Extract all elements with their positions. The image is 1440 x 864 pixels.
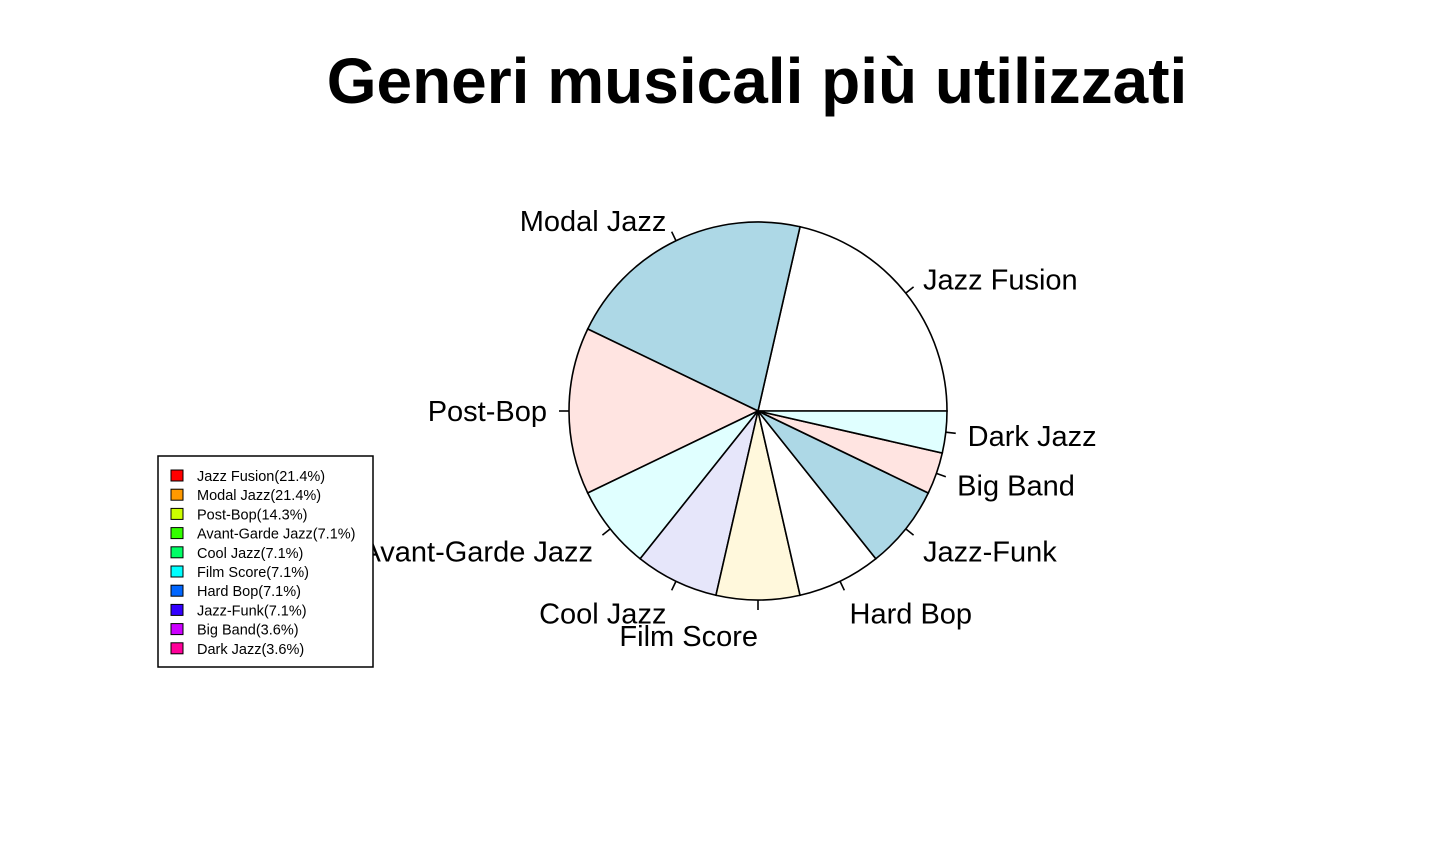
legend-label: Jazz-Funk(7.1%) (197, 603, 307, 619)
legend-label: Dark Jazz(3.6%) (197, 642, 304, 658)
legend-label: Jazz Fusion(21.4%) (197, 469, 325, 485)
legend-swatch (170, 546, 184, 559)
slice-label: Hard Bop (850, 599, 973, 631)
slice-label: Big Band (957, 470, 1075, 502)
slice-label: Modal Jazz (520, 206, 667, 238)
legend-swatch (170, 469, 184, 482)
pie-slice-post-bop (568, 327, 760, 495)
label-tick (670, 231, 677, 242)
slice-labels: Jazz Fusion Modal Jazz Post-Bop Avant-Garde… (361, 206, 1096, 653)
legend-swatch (170, 507, 184, 520)
label-tick (670, 580, 677, 591)
legend-box (157, 455, 374, 668)
pie-slice-jazz-fusion (756, 225, 948, 412)
legend-label: Avant-Garde Jazz(7.1%) (197, 527, 356, 543)
chart-title: Generi musicali più utilizzati (327, 45, 1188, 117)
slice-label: Avant-Garde Jazz (361, 536, 593, 568)
legend: Jazz Fusion(21.4%) Modal Jazz(21.4%) Post-… (157, 455, 374, 668)
legend-swatch (170, 488, 184, 501)
legend-label: Cool Jazz(7.1%) (197, 546, 303, 562)
pie-slice-dark-jazz (757, 410, 948, 455)
slice-label: Jazz Fusion (923, 264, 1078, 296)
pie-slice-modal-jazz (586, 221, 802, 413)
label-tick (601, 528, 611, 536)
legend-label: Post-Bop(14.3%) (197, 507, 307, 523)
pie-slices (568, 221, 948, 601)
legend-label: Modal Jazz(21.4%) (197, 488, 321, 504)
legend-swatch (170, 623, 184, 636)
legend-swatch (170, 642, 184, 655)
label-tick (905, 286, 915, 294)
legend-label: Film Score(7.1%) (197, 565, 309, 581)
legend-swatch (170, 565, 184, 578)
legend-label: Big Band(3.6%) (197, 623, 299, 639)
slice-label: Cool Jazz (539, 599, 666, 631)
slice-label: Dark Jazz (968, 421, 1097, 453)
legend-swatch (170, 527, 184, 540)
label-tick (839, 580, 846, 591)
legend-items: Jazz Fusion(21.4%) Modal Jazz(21.4%) Post-… (170, 469, 356, 658)
legend-swatch (170, 584, 184, 597)
slice-label: Film Score (619, 621, 758, 653)
label-tick (945, 431, 956, 435)
legend-swatch (170, 603, 184, 616)
label-tick (905, 528, 915, 536)
legend-label: Hard Bop(7.1%) (197, 584, 301, 600)
label-tick (936, 472, 947, 478)
slice-label: Post-Bop (428, 396, 547, 428)
slice-label: Jazz-Funk (923, 536, 1057, 568)
